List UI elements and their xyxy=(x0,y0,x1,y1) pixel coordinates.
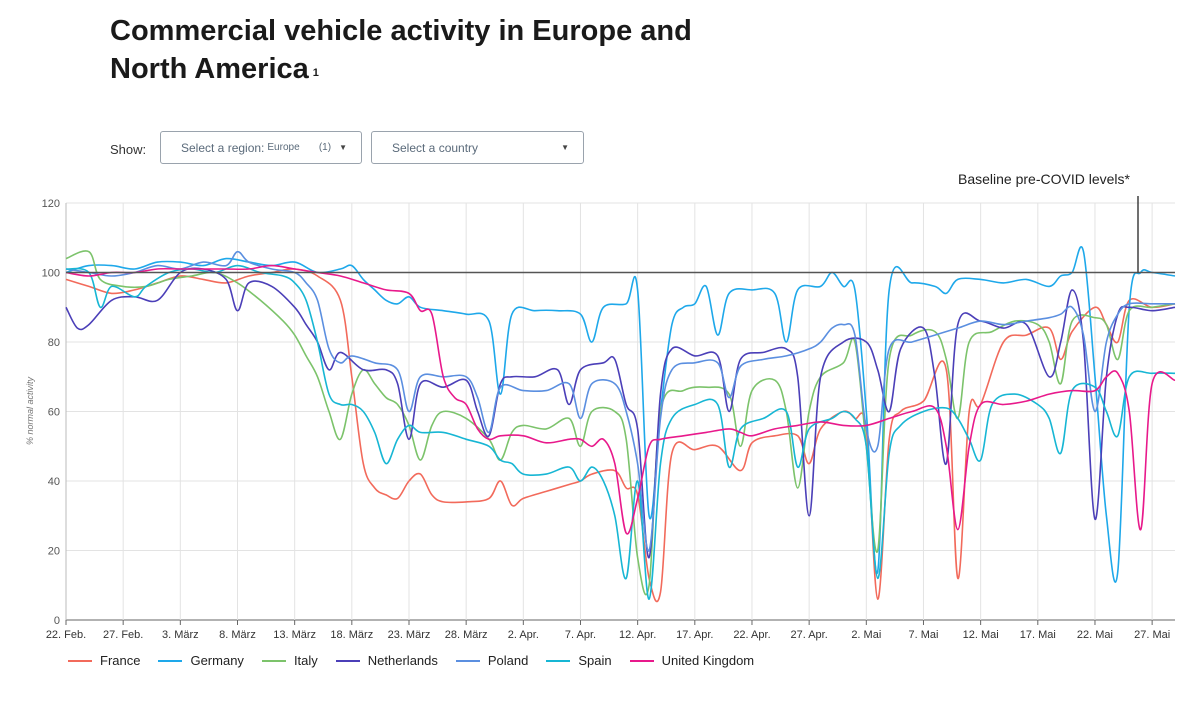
x-tick-label: 17. Apr. xyxy=(676,629,713,641)
footnote-mark: 1 xyxy=(312,67,319,79)
legend-label: Netherlands xyxy=(367,653,438,668)
chevron-down-icon: ▼ xyxy=(339,143,347,152)
x-tick-label: 27. Feb. xyxy=(103,629,143,641)
legend-swatch xyxy=(335,659,360,662)
region-select[interactable]: Select a region: Europe (1) ▼ xyxy=(160,131,362,164)
chart-title-text: Commercial vehicle activity in Europe an… xyxy=(110,15,692,85)
series-line-poland xyxy=(65,250,1175,552)
legend-label: Germany xyxy=(190,653,244,668)
series-line-italy xyxy=(65,250,1176,596)
legend-item-netherlands[interactable]: Netherlands xyxy=(335,653,438,668)
legend-label: United Kingdom xyxy=(661,653,755,668)
series-line-france xyxy=(65,268,1176,603)
x-tick-label: 22. Apr. xyxy=(733,629,770,641)
legend-swatch xyxy=(629,659,654,662)
legend-label: Italy xyxy=(293,653,318,668)
legend-label: Spain xyxy=(578,653,612,668)
y-tick-label: 120 xyxy=(42,198,60,210)
legend-item-united-kingdom[interactable]: United Kingdom xyxy=(629,653,755,668)
region-select-placeholder: Select a region: xyxy=(181,140,265,155)
x-tick-label: 18. März xyxy=(330,629,373,641)
legend-label: Poland xyxy=(487,653,529,668)
x-tick-label: 3. März xyxy=(162,629,199,641)
x-tick-label: 27. Mai xyxy=(1134,629,1170,641)
y-tick-label: 60 xyxy=(48,407,60,419)
legend-item-france[interactable]: France xyxy=(68,653,140,668)
legend-swatch xyxy=(546,659,571,662)
y-tick-label: 80 xyxy=(48,337,60,349)
series-line-germany xyxy=(65,246,1176,583)
legend-swatch xyxy=(455,659,480,662)
region-select-count: (1) xyxy=(318,142,332,153)
x-tick-label: 27. Apr. xyxy=(790,629,827,641)
chart-series xyxy=(65,246,1176,603)
series-line-united-kingdom xyxy=(65,264,1176,535)
country-select[interactable]: Select a country ▼ xyxy=(371,131,584,164)
legend-swatch xyxy=(261,659,286,662)
x-tick-label: 23. März xyxy=(388,629,431,641)
legend-item-poland[interactable]: Poland xyxy=(455,653,529,668)
x-tick-label: 2. Apr. xyxy=(508,629,539,641)
series-line-spain xyxy=(65,264,1176,600)
x-tick-label: 28. März xyxy=(445,629,488,641)
y-tick-label: 20 xyxy=(48,546,60,558)
baseline xyxy=(66,196,1175,274)
x-tick-label: 7. Mai xyxy=(908,629,938,641)
y-tick-label: 40 xyxy=(48,476,60,488)
x-tick-label: 8. März xyxy=(219,629,256,641)
legend-item-germany[interactable]: Germany xyxy=(158,653,244,668)
x-tick-label: 2. Mai xyxy=(851,629,881,641)
country-select-placeholder: Select a country xyxy=(392,140,479,155)
x-axis-ticks: 22. Feb. 27. Feb. 3. März 8. März 13. März 18… xyxy=(46,620,1170,641)
chevron-down-icon: ▼ xyxy=(561,143,569,152)
x-tick-label: 17. Mai xyxy=(1020,629,1056,641)
y-tick-label: 0 xyxy=(54,615,60,627)
legend-swatch xyxy=(68,659,92,662)
x-tick-label: 22. Mai xyxy=(1077,629,1113,641)
chart-legend: France Germany Italy Netherlands Poland Spain… xyxy=(68,653,772,668)
x-tick-label: 7. Apr. xyxy=(565,629,596,641)
show-label: Show: xyxy=(110,142,147,157)
x-tick-label: 22. Feb. xyxy=(46,629,86,641)
legend-swatch xyxy=(158,659,183,662)
region-select-value: Europe xyxy=(267,142,300,153)
series-line-netherlands xyxy=(65,267,1176,559)
x-tick-label: 13. März xyxy=(273,629,316,641)
legend-item-italy[interactable]: Italy xyxy=(261,653,318,668)
y-tick-label: 100 xyxy=(42,268,60,280)
x-tick-label: 12. Apr. xyxy=(619,629,656,641)
x-tick-label: 12. Mai xyxy=(963,629,999,641)
legend-item-spain[interactable]: Spain xyxy=(546,653,612,668)
legend-label: France xyxy=(100,653,141,668)
baseline-label: Baseline pre-COVID levels* xyxy=(958,171,1130,187)
chart-title: Commercial vehicle activity in Europe an… xyxy=(110,12,710,88)
y-axis-ticks: 0 20 40 60 80 100 120 xyxy=(42,198,60,627)
